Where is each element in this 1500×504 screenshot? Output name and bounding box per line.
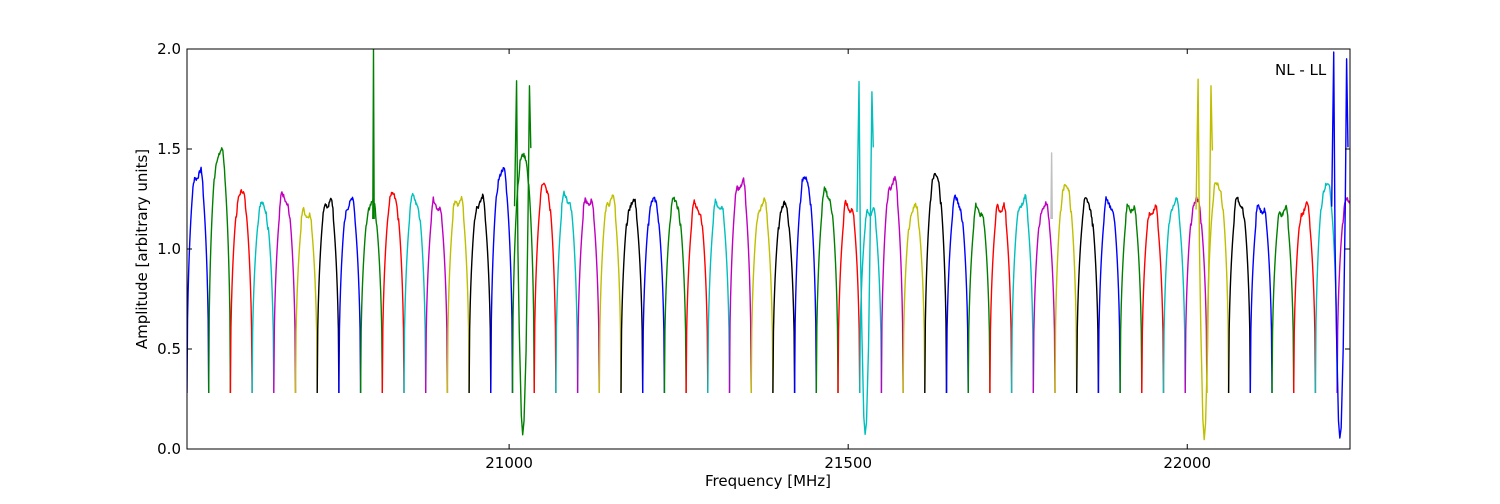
subband-line xyxy=(555,190,579,394)
spectral-feature-line xyxy=(1195,78,1214,441)
subband-line xyxy=(620,198,644,394)
subband-line xyxy=(1227,196,1252,394)
subband-line xyxy=(229,189,253,394)
subband-line xyxy=(294,206,318,394)
subband-line xyxy=(1054,183,1078,394)
y-tick-label: 0.5 xyxy=(157,340,181,358)
spike-line xyxy=(372,49,375,220)
subband-line xyxy=(1119,203,1143,394)
subband-line xyxy=(1249,204,1273,394)
spike-line xyxy=(1050,152,1053,220)
subband-line xyxy=(989,202,1013,394)
subband-line xyxy=(251,201,275,394)
subband-line xyxy=(967,202,991,394)
subband-line xyxy=(1336,197,1350,394)
subband-line xyxy=(359,198,383,394)
subband-line xyxy=(707,198,731,394)
subband-line xyxy=(837,199,861,394)
subband-line xyxy=(1314,182,1338,394)
subband-line xyxy=(187,166,210,394)
subband-line xyxy=(381,191,405,394)
plot-frame xyxy=(186,48,1351,450)
subband-line xyxy=(316,197,340,394)
subband-line xyxy=(576,197,601,394)
subband-line xyxy=(598,194,622,394)
subband-line xyxy=(273,191,297,394)
subband-line xyxy=(685,199,709,394)
subband-line xyxy=(1076,197,1100,394)
subband-line xyxy=(1206,182,1230,394)
subband-line xyxy=(1032,201,1056,394)
subband-line xyxy=(793,176,818,394)
x-tick-label: 21500 xyxy=(824,454,872,472)
subband-line xyxy=(728,177,752,394)
subband-line xyxy=(750,197,774,394)
spectral-feature-line xyxy=(1330,51,1349,439)
y-tick-label: 1.0 xyxy=(157,240,181,258)
spectral-feature-line xyxy=(856,80,874,436)
y-tick-label: 0.0 xyxy=(157,440,181,458)
spectral-feature-line xyxy=(513,80,532,436)
subband-line xyxy=(945,194,969,394)
subband-line xyxy=(1184,196,1208,394)
subband-line xyxy=(1141,204,1165,394)
y-tick-label: 2.0 xyxy=(157,40,181,58)
subband-line xyxy=(208,147,232,394)
subband-line xyxy=(403,192,427,394)
subband-line xyxy=(1271,204,1295,394)
axis-ticks: 21000 21500 22000 0.0 0.5 1.0 1.5 2.0 xyxy=(157,40,1350,472)
y-tick-label: 1.5 xyxy=(157,140,181,158)
subband-line xyxy=(511,152,535,394)
x-tick-label: 21000 xyxy=(485,454,533,472)
annotation-label: NL - LL xyxy=(1275,61,1327,79)
subband-line xyxy=(772,200,796,394)
subband-line xyxy=(1162,197,1186,394)
subband-line xyxy=(446,195,470,394)
subband-line xyxy=(533,182,557,394)
subband-line xyxy=(815,186,839,394)
subband-line xyxy=(1010,194,1035,394)
subband-line xyxy=(924,172,948,394)
subband-line xyxy=(338,196,362,394)
subband-line xyxy=(663,196,687,394)
subband-line xyxy=(468,193,492,394)
subband-line xyxy=(1097,196,1121,394)
x-axis-label: Frequency [MHz] xyxy=(705,472,831,490)
subband-line xyxy=(425,196,449,394)
y-axis-label: Amplitude [arbitrary units] xyxy=(133,149,151,349)
subband-line xyxy=(490,166,514,394)
subband-line xyxy=(880,175,904,394)
subband-line xyxy=(642,196,666,394)
x-tick-label: 22000 xyxy=(1163,454,1211,472)
series-layer xyxy=(187,49,1350,441)
subband-line xyxy=(902,202,926,394)
subband-line xyxy=(1293,201,1317,394)
